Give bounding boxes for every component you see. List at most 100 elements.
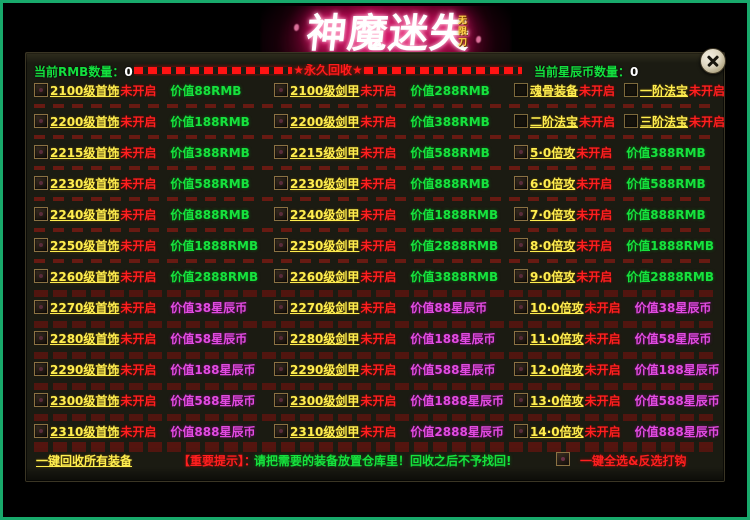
checkbox-icon[interactable] — [514, 331, 528, 345]
checkbox-icon[interactable] — [274, 238, 288, 252]
item-state: 未开启 — [360, 300, 397, 315]
checkbox-icon[interactable] — [34, 393, 48, 407]
checkbox-icon[interactable] — [34, 300, 48, 314]
item-row-armor-3[interactable]: 2215级剑甲 未开启 价值588RMB — [274, 141, 514, 163]
item-row-jewelry-11[interactable]: 2300级首饰 未开启 价值588星辰币 — [34, 389, 274, 411]
item-row-jewelry-4[interactable]: 2230级首饰 未开启 价值588RMB — [34, 172, 274, 194]
item-row-armor-7[interactable]: 2260级剑甲 未开启 价值3888RMB — [274, 265, 514, 287]
item-value: 价值1888RMB — [626, 238, 715, 253]
item-row-multiplier-1[interactable]: 5·0倍攻 未开启 价值388RMB — [514, 141, 726, 163]
checkbox-icon[interactable] — [34, 176, 48, 190]
checkbox-icon[interactable] — [274, 114, 288, 128]
checkbox-icon[interactable] — [34, 238, 48, 252]
item-row-multiplier-9[interactable]: 13·0倍攻 未开启 价值588星辰币 — [514, 389, 726, 411]
item-row-armor-2[interactable]: 2200级剑甲 未开启 价值388RMB — [274, 110, 514, 132]
item-row-multiplier-4[interactable]: 8·0倍攻 未开启 价值1888RMB — [514, 234, 726, 256]
item-row-armor-5[interactable]: 2240级剑甲 未开启 价值1888RMB — [274, 203, 514, 225]
item-row-armor-10[interactable]: 2290级剑甲 未开启 价值588星辰币 — [274, 358, 514, 380]
item-row-talisman-2[interactable]: 二阶法宝 未开启 — [514, 110, 615, 132]
checkbox-icon[interactable] — [274, 145, 288, 159]
checkbox-icon[interactable] — [274, 424, 288, 438]
item-row-multiplier-7[interactable]: 11·0倍攻 未开启 价值58星辰币 — [514, 327, 726, 349]
checkbox-icon[interactable] — [34, 145, 48, 159]
checkbox-icon[interactable] — [514, 300, 528, 314]
item-row-jewelry-3[interactable]: 2215级首饰 未开启 价值388RMB — [34, 141, 274, 163]
close-icon[interactable] — [700, 48, 726, 74]
checkbox-icon[interactable] — [274, 362, 288, 376]
item-value: 价值588RMB — [410, 145, 490, 160]
item-state: 未开启 — [120, 145, 157, 160]
checkbox-icon[interactable] — [34, 269, 48, 283]
item-label: 2250级剑甲 — [290, 238, 360, 253]
item-label: 6·0倍攻 — [530, 176, 576, 191]
item-state: 未开启 — [584, 424, 621, 439]
item-row-soulbone[interactable]: 魂骨装备 未开启 — [514, 79, 615, 101]
checkbox-icon[interactable] — [514, 424, 528, 438]
checkbox-icon[interactable] — [514, 238, 528, 252]
petal-icon — [294, 24, 299, 31]
item-row-multiplier-6[interactable]: 10·0倍攻 未开启 价值38星辰币 — [514, 296, 726, 318]
item-row-jewelry-2[interactable]: 2200级首饰 未开启 价值188RMB — [34, 110, 274, 132]
checkbox-icon[interactable] — [274, 176, 288, 190]
item-row-jewelry-8[interactable]: 2270级首饰 未开启 价值38星辰币 — [34, 296, 274, 318]
checkbox-icon[interactable] — [274, 331, 288, 345]
checkbox-icon[interactable] — [514, 269, 528, 283]
item-row-multiplier-2[interactable]: 6·0倍攻 未开启 价值588RMB — [514, 172, 726, 194]
checkbox-icon[interactable] — [514, 145, 528, 159]
checkbox-icon[interactable] — [514, 83, 528, 97]
row-separator — [34, 104, 718, 108]
item-row-jewelry-1[interactable]: 2100级首饰 未开启 价值88RMB — [34, 79, 274, 101]
item-row-talisman-3[interactable]: 三阶法宝 未开启 — [624, 110, 725, 132]
row-separator — [34, 290, 718, 297]
select-all-button[interactable]: 一键全选&反选打钩 — [580, 453, 687, 468]
item-row-armor-11[interactable]: 2300级剑甲 未开启 价值1888星辰币 — [274, 389, 514, 411]
item-row-jewelry-10[interactable]: 2290级首饰 未开启 价值188星辰币 — [34, 358, 274, 380]
checkbox-icon[interactable] — [274, 269, 288, 283]
item-row-armor-9[interactable]: 2280级剑甲 未开启 价值188星辰币 — [274, 327, 514, 349]
item-row-multiplier-8[interactable]: 12·0倍攻 未开启 价值188星辰币 — [514, 358, 726, 380]
checkbox-icon[interactable] — [34, 362, 48, 376]
item-row-jewelry-6[interactable]: 2250级首饰 未开启 价值1888RMB — [34, 234, 274, 256]
item-row-armor-4[interactable]: 2230级剑甲 未开启 价值888RMB — [274, 172, 514, 194]
item-label: 2100级首饰 — [50, 83, 120, 98]
item-row-multiplier-3[interactable]: 7·0倍攻 未开启 价值888RMB — [514, 203, 726, 225]
row-separator — [34, 321, 718, 328]
checkbox-icon[interactable] — [34, 331, 48, 345]
item-value: 价值388RMB — [626, 145, 706, 160]
checkbox-icon[interactable] — [514, 114, 528, 128]
select-all-checkbox-icon[interactable] — [556, 452, 570, 466]
item-row-jewelry-5[interactable]: 2240级首饰 未开启 价值888RMB — [34, 203, 274, 225]
table-row: 2270级首饰 未开启 价值38星辰币 2270级剑甲 未开启 价值88星辰币 10·0倍攻… — [26, 296, 726, 328]
checkbox-icon[interactable] — [514, 362, 528, 376]
checkbox-icon[interactable] — [34, 114, 48, 128]
checkbox-icon[interactable] — [514, 393, 528, 407]
checkbox-icon[interactable] — [274, 207, 288, 221]
item-row-multiplier-10[interactable]: 14·0倍攻 未开启 价值888星辰币 — [514, 420, 726, 442]
item-row-jewelry-7[interactable]: 2260级首饰 未开启 价值2888RMB — [34, 265, 274, 287]
item-row-armor-1[interactable]: 2100级剑甲 未开启 价值288RMB — [274, 79, 514, 101]
item-row-armor-8[interactable]: 2270级剑甲 未开启 价值88星辰币 — [274, 296, 514, 318]
item-value: 价值2888RMB — [626, 269, 715, 284]
item-row-armor-6[interactable]: 2250级剑甲 未开启 价值2888RMB — [274, 234, 514, 256]
checkbox-icon[interactable] — [274, 83, 288, 97]
item-row-talisman-1[interactable]: 一阶法宝 未开启 — [624, 79, 725, 101]
item-label: 2300级首饰 — [50, 393, 120, 408]
item-label: 2290级首饰 — [50, 362, 120, 377]
item-state: 未开启 — [576, 145, 613, 160]
checkbox-icon[interactable] — [34, 424, 48, 438]
checkbox-icon[interactable] — [274, 300, 288, 314]
checkbox-icon[interactable] — [514, 176, 528, 190]
checkbox-icon[interactable] — [34, 207, 48, 221]
item-value: 价值1888RMB — [170, 238, 259, 253]
item-row-jewelry-12[interactable]: 2310级首饰 未开启 价值888星辰币 — [34, 420, 274, 442]
item-row-armor-12[interactable]: 2310级剑甲 未开启 价值2888星辰币 — [274, 420, 514, 442]
checkbox-icon[interactable] — [514, 207, 528, 221]
item-row-multiplier-5[interactable]: 9·0倍攻 未开启 价值2888RMB — [514, 265, 726, 287]
item-row-jewelry-9[interactable]: 2280级首饰 未开启 价值58星辰币 — [34, 327, 274, 349]
recycle-all-button[interactable]: 一键回收所有装备 — [36, 453, 133, 468]
checkbox-icon[interactable] — [624, 114, 638, 128]
checkbox-icon[interactable] — [274, 393, 288, 407]
checkbox-icon[interactable] — [624, 83, 638, 97]
checkbox-icon[interactable] — [34, 83, 48, 97]
